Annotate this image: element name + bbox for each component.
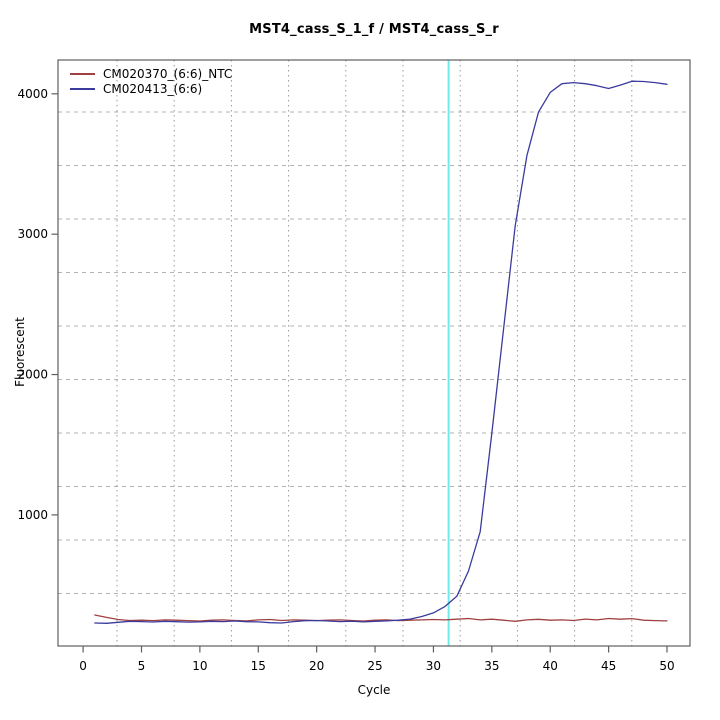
plot-border xyxy=(57,59,691,647)
y-tick-label: 1000 xyxy=(17,508,48,522)
x-tick-label: 30 xyxy=(426,659,441,673)
x-tick-label: 40 xyxy=(543,659,558,673)
y-tick-label: 2000 xyxy=(17,368,48,382)
legend-item-ntc: CM020370_(6:6)_NTC xyxy=(70,66,232,81)
amplification-curve xyxy=(94,80,668,624)
x-tick-label: 45 xyxy=(601,659,616,673)
chart-title: MST4_cass_S_1_f / MST4_cass_S_r xyxy=(249,22,499,37)
x-axis-title: Cycle xyxy=(357,683,391,697)
legend-line-red-icon xyxy=(70,72,95,75)
y-tick-label: 4000 xyxy=(17,87,48,101)
x-tick-label: 5 xyxy=(138,659,146,673)
x-tick-label: 10 xyxy=(192,659,207,673)
axes: 0 5 10 15 20 25 30 35 40 45 50 1000 2000 3000 4000 xyxy=(17,59,691,673)
ntc-curve xyxy=(94,614,668,622)
grid-lines xyxy=(58,60,690,646)
x-tick-label: 35 xyxy=(484,659,499,673)
x-tick-label: 15 xyxy=(251,659,266,673)
x-tick-label: 20 xyxy=(309,659,324,673)
legend: CM020370_(6:6)_NTC CM020413_(6:6) xyxy=(70,66,232,96)
x-tick-label: 0 xyxy=(79,659,87,673)
legend-item-sample: CM020413_(6:6) xyxy=(70,81,232,96)
legend-label-ntc: CM020370_(6:6)_NTC xyxy=(103,66,233,81)
x-tick-label: 25 xyxy=(367,659,382,673)
x-tick-label: 50 xyxy=(659,659,674,673)
legend-label-sample: CM020413_(6:6) xyxy=(103,81,203,96)
y-tick-label: 3000 xyxy=(17,227,48,241)
legend-line-blue-icon xyxy=(70,87,95,90)
series-lines xyxy=(94,80,668,624)
y-axis-title: Fluorescent xyxy=(13,317,27,387)
